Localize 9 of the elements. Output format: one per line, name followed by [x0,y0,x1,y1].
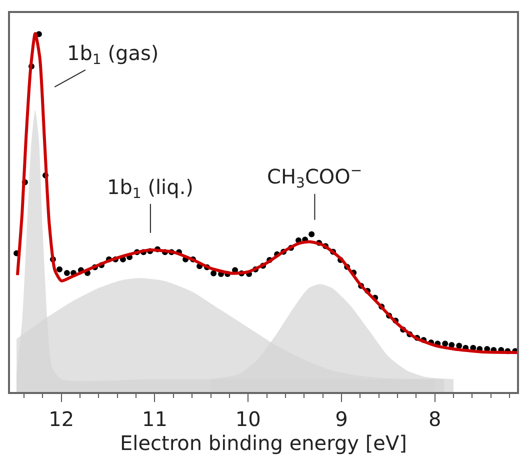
x-axis-title: Electron binding energy [eV] [120,430,407,455]
x-tick-label: 10 [235,406,261,431]
annotation: 1b$_{1}$ (liq.) [107,175,194,202]
x-tick-label: 12 [48,406,74,431]
annotation: 1b$_{1}$ (gas) [67,41,159,68]
x-tick-label: 9 [335,406,348,431]
x-tick-label: 11 [142,406,168,431]
annotation: CH$_{3}$COO$^{−}$ [267,163,362,192]
x-tick-label: 8 [428,406,442,431]
